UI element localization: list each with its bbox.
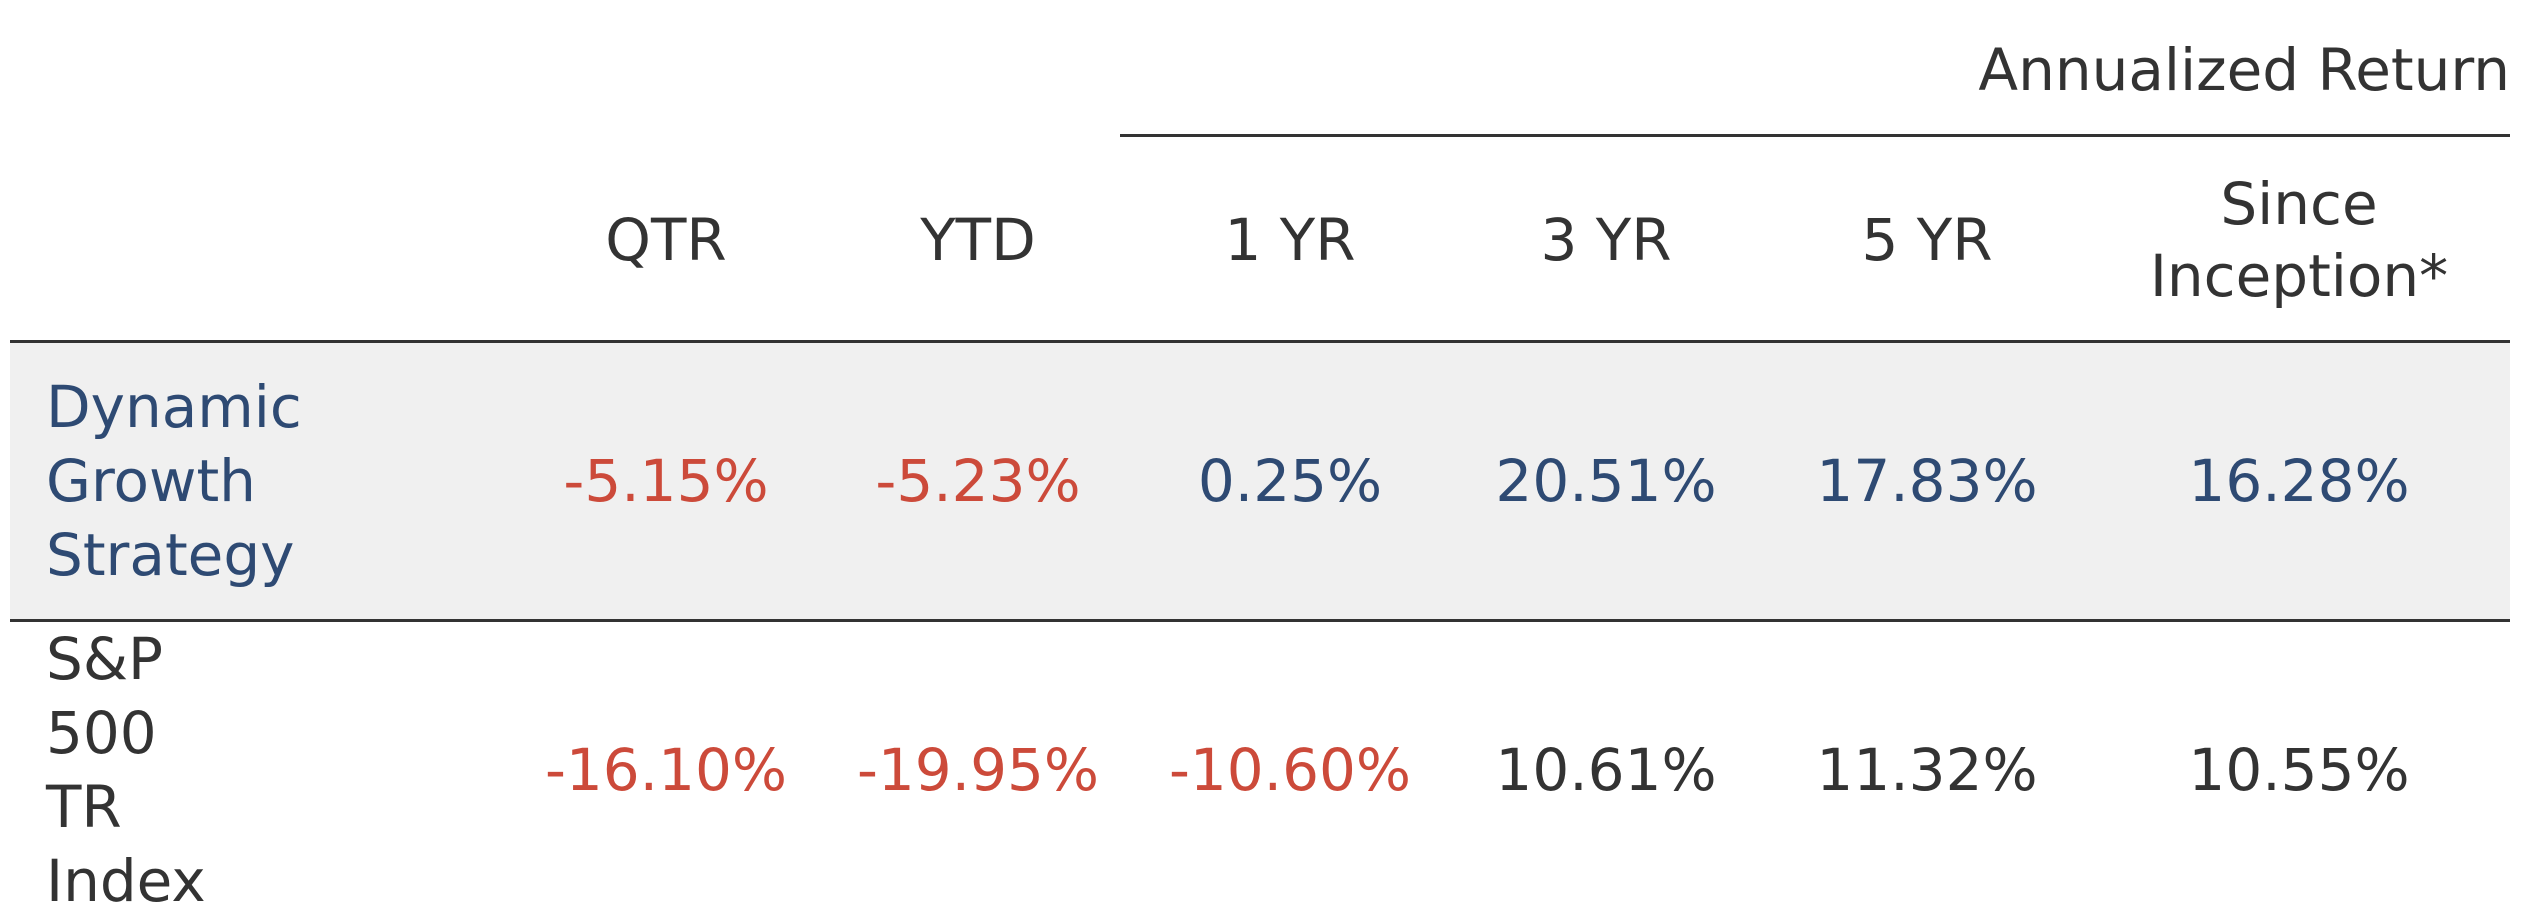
row-label-sp500-tr-index: S&P 500 TR Index: [10, 621, 510, 918]
cell-since-inception: 16.28%: [2088, 342, 2510, 621]
column-header-since-inception: Since Inception*: [2088, 140, 2510, 342]
column-header-1yr: 1 YR: [1134, 140, 1446, 342]
column-header-name: [10, 140, 510, 342]
column-header-3yr: 3 YR: [1446, 140, 1766, 342]
row-label-dynamic-growth-strategy: Dynamic Growth Strategy: [10, 342, 510, 621]
cell-3yr: 10.61%: [1446, 621, 1766, 918]
cell-qtr: -5.15%: [510, 342, 822, 621]
cell-ytd: -5.23%: [822, 342, 1134, 621]
column-header-5yr: 5 YR: [1766, 140, 2088, 342]
annualized-return-group-header: Annualized Return: [1120, 0, 2510, 136]
cell-5yr: 11.32%: [1766, 621, 2088, 918]
table-row-dynamic-growth-strategy: Dynamic Growth Strategy -5.15% -5.23% 0.…: [10, 342, 2510, 621]
cell-since-inception: 10.55%: [2088, 621, 2510, 918]
header-row: QTR YTD 1 YR 3 YR 5 YR Since Inception*: [10, 140, 2510, 342]
cell-1yr: -10.60%: [1134, 621, 1446, 918]
cell-3yr: 20.51%: [1446, 342, 1766, 621]
cell-5yr: 17.83%: [1766, 342, 2088, 621]
table-row-sp500-tr-index: S&P 500 TR Index -16.10% -19.95% -10.60%…: [10, 621, 2510, 918]
returns-table: QTR YTD 1 YR 3 YR 5 YR Since Inception* …: [10, 140, 2510, 918]
column-header-ytd: YTD: [822, 140, 1134, 342]
cell-qtr: -16.10%: [510, 621, 822, 918]
column-header-qtr: QTR: [510, 140, 822, 342]
cell-1yr: 0.25%: [1134, 342, 1446, 621]
annualized-return-label: Annualized Return: [1978, 30, 2510, 110]
cell-ytd: -19.95%: [822, 621, 1134, 918]
group-header-rule: [1120, 134, 2510, 137]
